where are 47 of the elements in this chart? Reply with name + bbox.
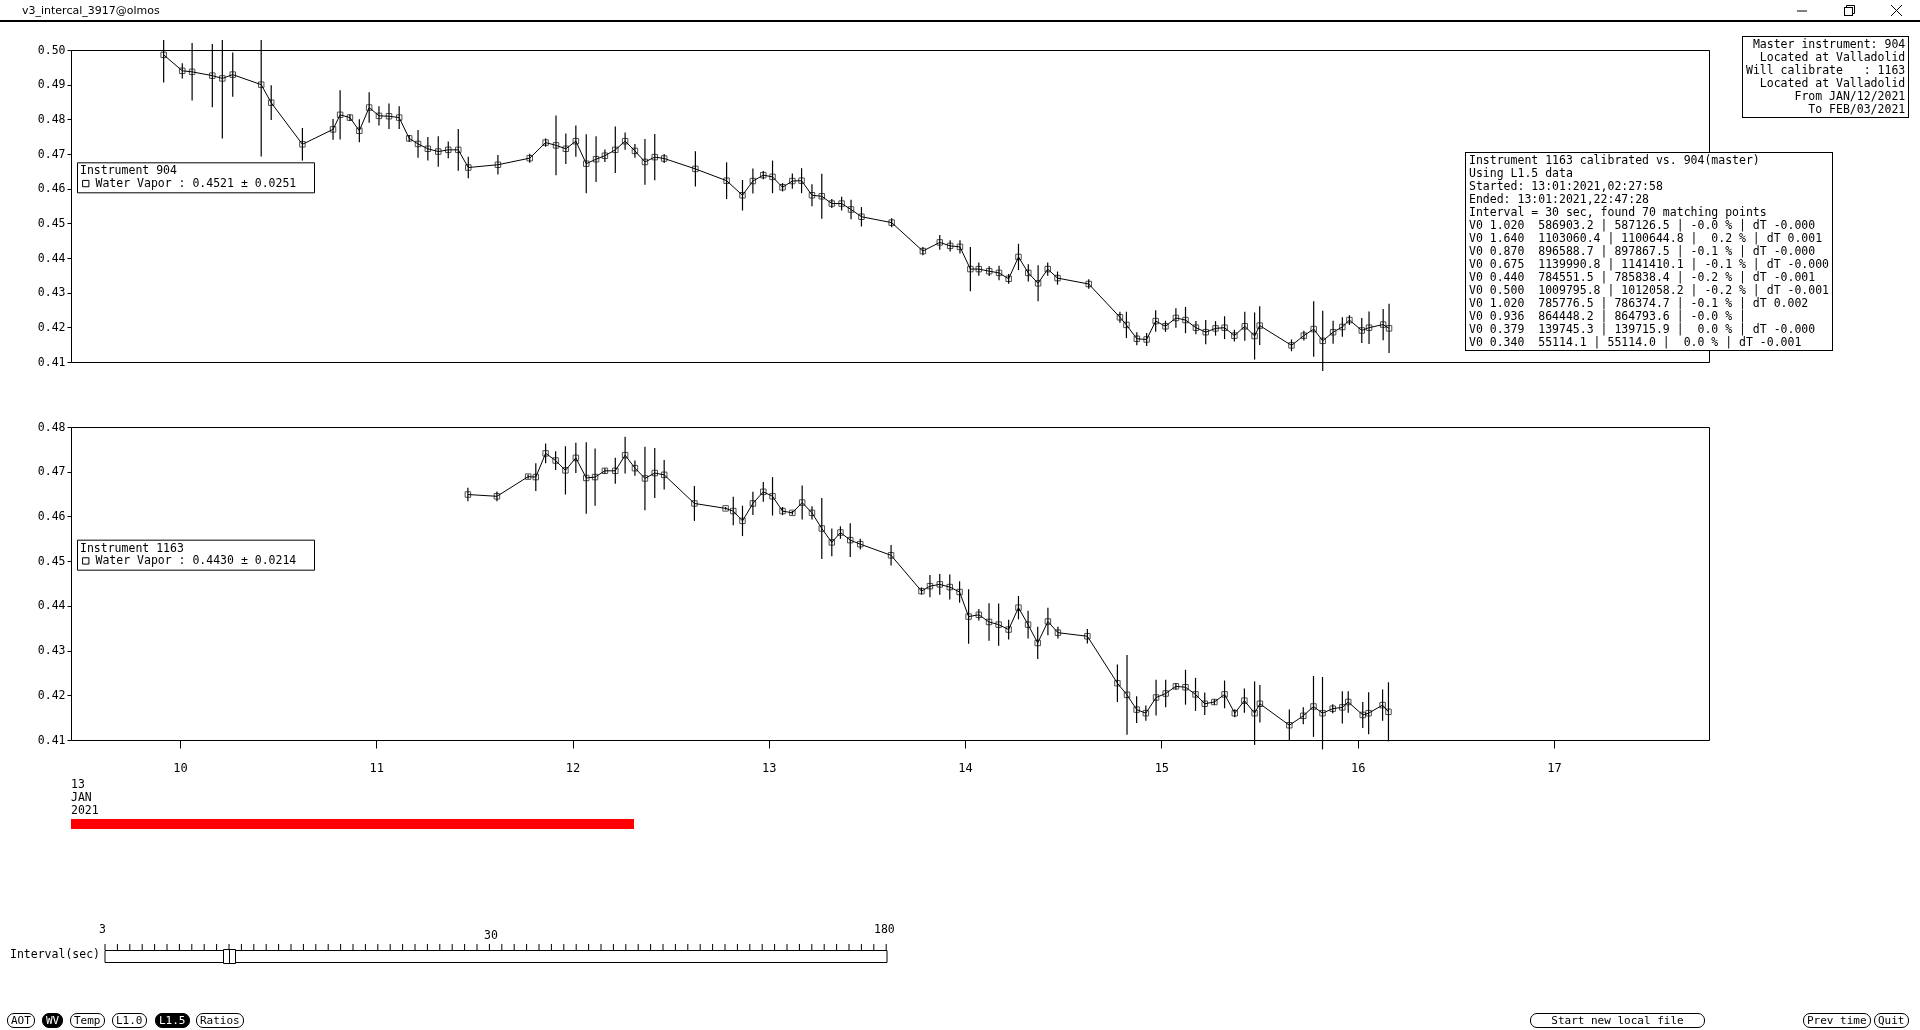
x-tick-label: 10 bbox=[173, 760, 188, 775]
text: L1.0 bbox=[112, 1013, 147, 1028]
legend-title: Instrument 904 bbox=[80, 163, 178, 178]
legend-label: Water Vapor : 0.4430 ± 0.0214 bbox=[95, 552, 297, 567]
x-tick-label: 16 bbox=[1350, 760, 1366, 775]
text: Instrument 1163 calibrated vs. 904(master) Using L1.5 data Started: 13:01:2021,02:27:58 Ended: 13:01:2021,22:47:28 Interval = 30 sec, found 70 matching points V0 1.020 586903.2 | 587126.5 | -0.0 % | dT -0.000 V0 1.640 1103060.4 | 1100644.8 | 0.2 % | dT 0.001 V0 0.870 896588.7 | 897867.5 | -0.1 % | dT -0.000 V0 0.675 1139990.8 | 1141410.1 | -0.1 % | dT -0.000 V0 0.440 784551.5 | 785838.4 | -0.2 % | dT -0.001 V0 0.500 1009795.8 | 1012058.2 | -0.2 % | dT -0.001 V0 1.020 785776.5 | 786374.7 | -0.1 % | dT 0.002 V0 0.936 864448.2 | 864793.6 | -0.0 % | V0 0.379 139745.3 | 139715.9 | 0.0 % | dT -0.000 V0 0.340 55114.1 | 55114.0 | 0.0 % | dT -0.001 bbox=[1469, 153, 1830, 349]
y-tick-label: 0.48 bbox=[37, 111, 66, 126]
x-tick-label: 15 bbox=[1154, 760, 1170, 775]
y-tick-label: 0.50 bbox=[37, 42, 66, 57]
y-tick-label: 0.41 bbox=[37, 732, 66, 747]
y-tick-label: 0.47 bbox=[37, 464, 66, 479]
legend-label: Water Vapor : 0.4521 ± 0.0251 bbox=[95, 175, 297, 190]
x-tick-label: 17 bbox=[1547, 760, 1562, 775]
y-tick-label: 0.41 bbox=[37, 354, 66, 369]
y-tick-label: 0.43 bbox=[37, 285, 66, 300]
x-tick-label: 14 bbox=[958, 760, 973, 775]
y-tick-label: 0.43 bbox=[37, 643, 66, 658]
x-tick-label: 12 bbox=[565, 760, 581, 775]
text: 13 JAN 2021 bbox=[71, 777, 99, 817]
y-tick-label: 0.45 bbox=[37, 553, 66, 568]
y-tick-label: 0.44 bbox=[37, 598, 66, 613]
x-tick-label: 11 bbox=[369, 760, 384, 775]
y-tick-label: 0.49 bbox=[37, 77, 66, 92]
text: Start new local file bbox=[1530, 1013, 1705, 1028]
legend-title: Instrument 1163 bbox=[80, 540, 184, 555]
text: Prev time bbox=[1803, 1013, 1871, 1028]
text: Temp bbox=[70, 1013, 105, 1028]
x-tick-label: 13 bbox=[762, 760, 777, 775]
text: Master instrument: 904 Located at Valladolid Will calibrate : 1163 Located at Valladolid From JAN/12/2021 To FEB/03/2021 bbox=[1742, 36, 1910, 118]
text: 30 bbox=[484, 928, 498, 942]
text: Ratios bbox=[196, 1013, 244, 1028]
y-tick-label: 0.42 bbox=[37, 687, 66, 702]
y-tick-label: 0.46 bbox=[37, 181, 66, 196]
text: Interval(sec) bbox=[10, 947, 101, 961]
y-tick-label: 0.44 bbox=[37, 250, 66, 265]
y-tick-label: 0.47 bbox=[37, 146, 66, 161]
y-tick-label: 0.46 bbox=[37, 508, 66, 523]
text: Quit bbox=[1874, 1013, 1909, 1028]
y-tick-label: 0.45 bbox=[37, 215, 66, 230]
text: AOT bbox=[7, 1013, 35, 1028]
text: 180 bbox=[874, 922, 895, 936]
text: WV bbox=[42, 1013, 64, 1028]
text: L1.5 bbox=[155, 1013, 190, 1028]
chart-title: v3_intercal_3917@olmos bbox=[22, 4, 160, 17]
y-tick-label: 0.42 bbox=[37, 319, 66, 334]
y-tick-label: 0.48 bbox=[37, 419, 66, 434]
text: 3 bbox=[99, 922, 106, 936]
